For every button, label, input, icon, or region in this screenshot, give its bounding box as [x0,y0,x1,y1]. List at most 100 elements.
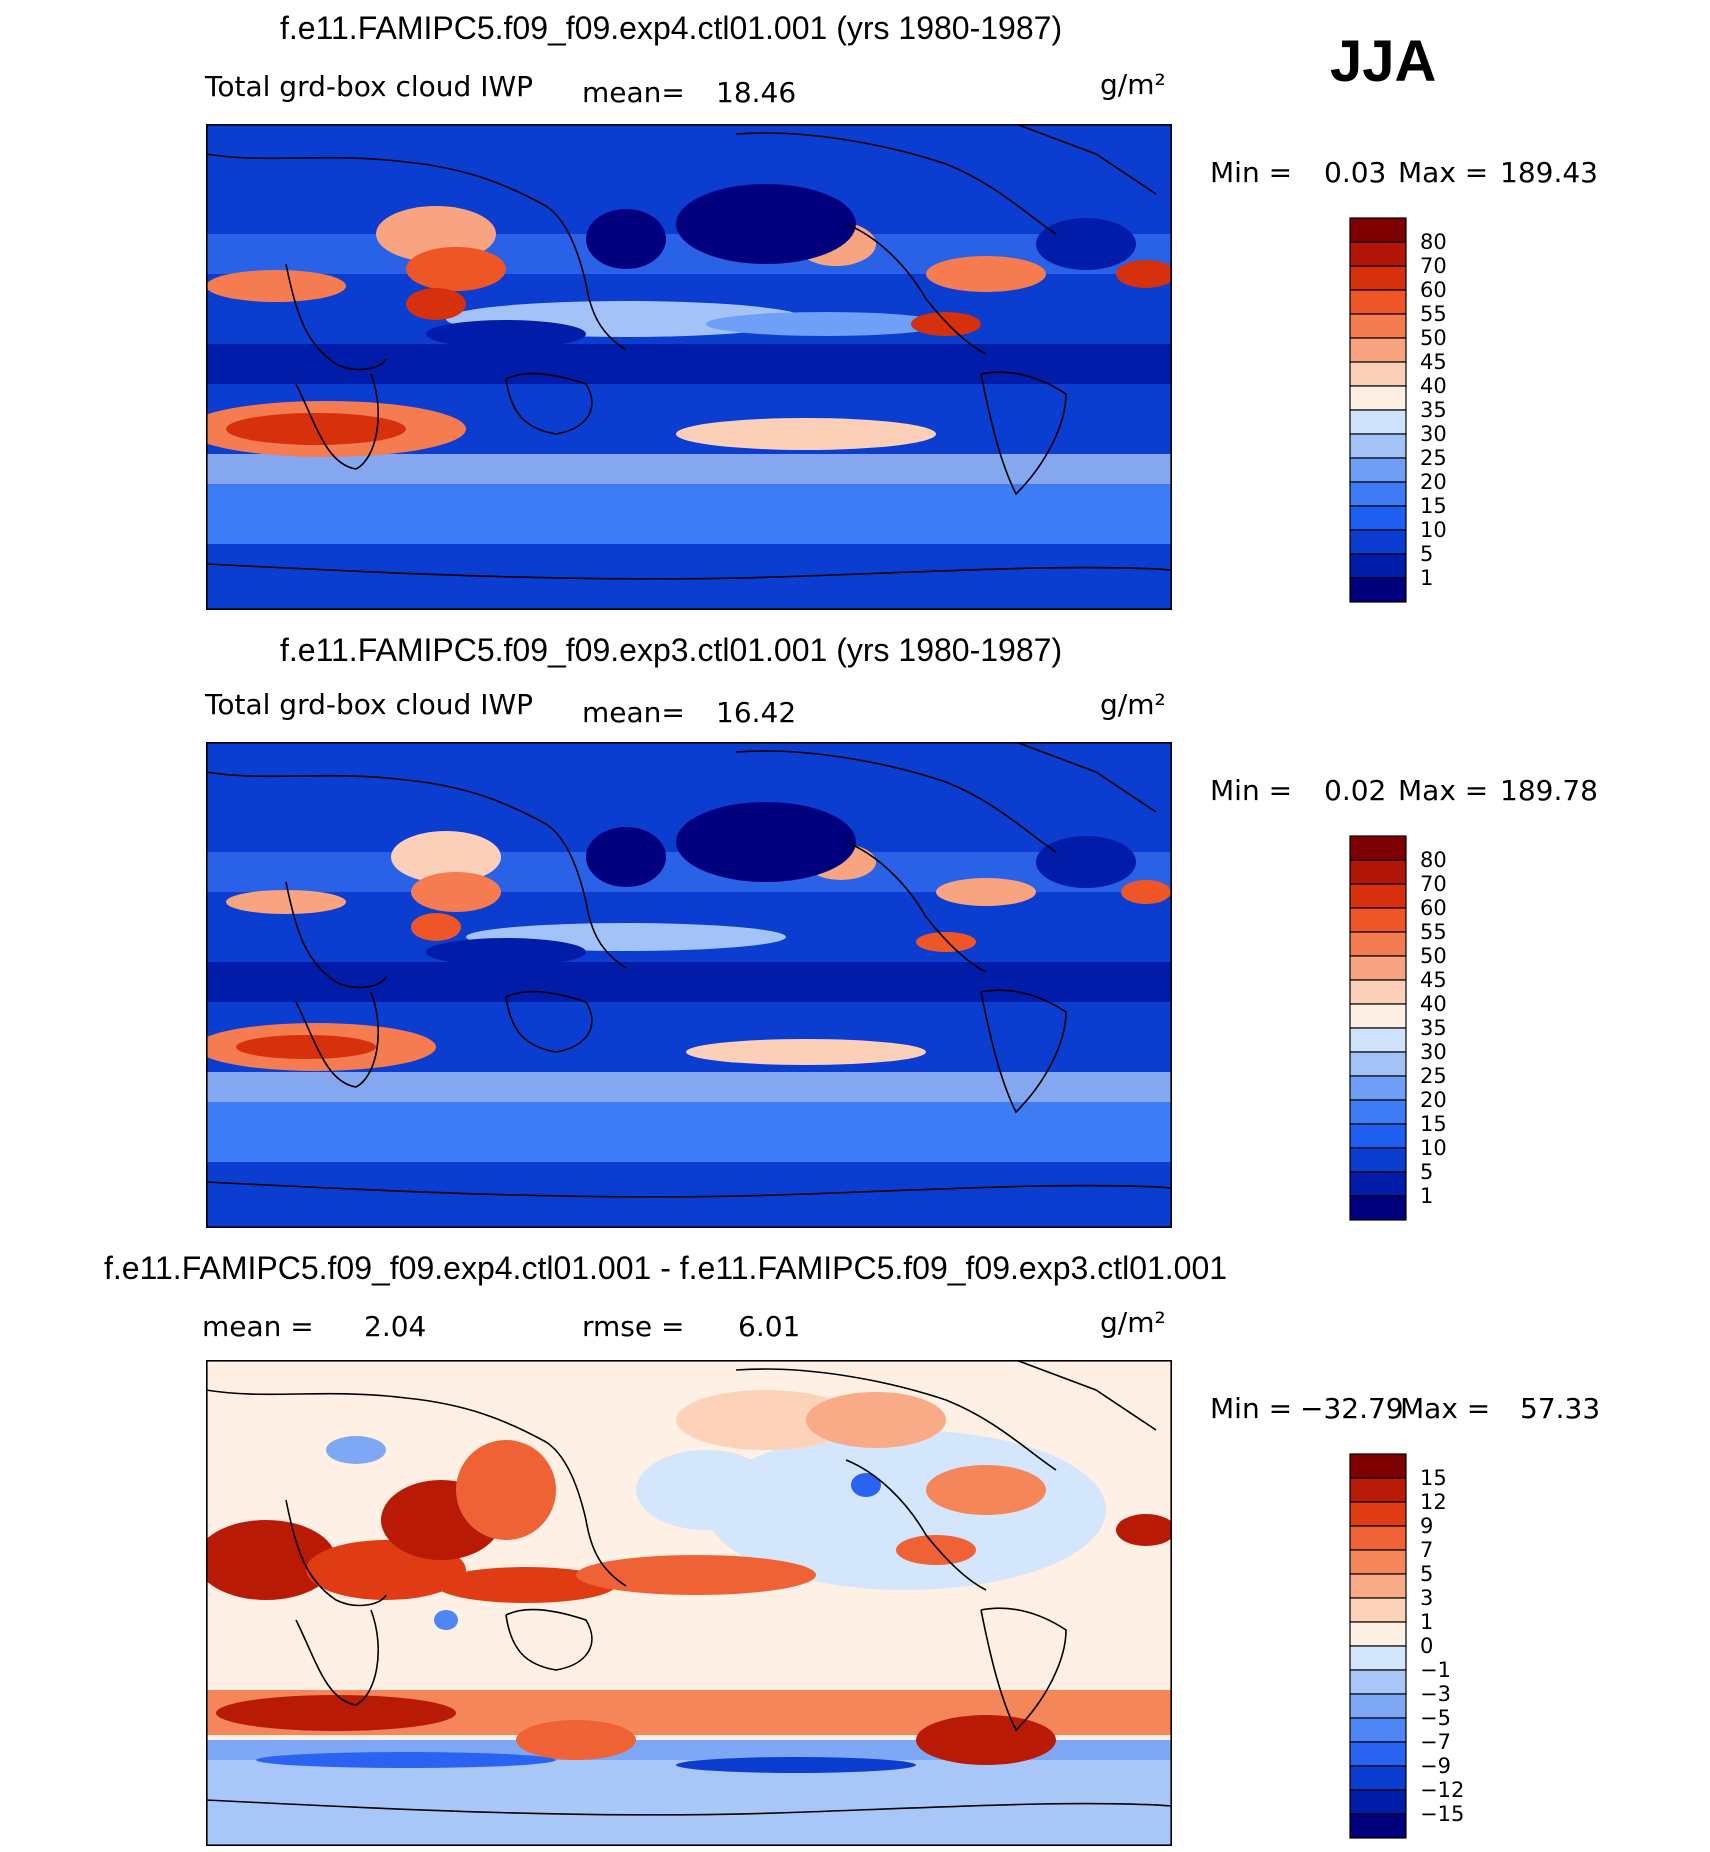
panel2-colorbar-box [1349,835,1407,861]
panel3-colorbar-box [1349,1549,1407,1575]
panel2-colorbar-box [1349,883,1407,909]
panel1-colorbar-box [1349,265,1407,291]
panel3-colorbar-label: 1 [1420,1610,1433,1634]
panel3-colorbar-box [1349,1669,1407,1695]
panel2-colorbar-box [1349,1099,1407,1125]
panel2-mean-label: mean= [582,696,685,729]
panel1-map-frame [206,124,1172,610]
panel1-colorbar-box [1349,505,1407,531]
panel3-colorbar-label: −9 [1420,1754,1451,1778]
panel3-colorbar-label: 15 [1420,1466,1447,1490]
panel3-mean-value: 2.04 [364,1310,427,1343]
panel3-min-value: −32.79 [1300,1392,1404,1425]
panel2-max-label: Max = [1398,774,1489,807]
panel1-colorbar-label: 40 [1420,374,1447,398]
panel3-colorbar-box [1349,1789,1407,1815]
panel3-coastlines [206,1360,1172,1816]
panel3-colorbar-box [1349,1597,1407,1623]
panel1-colorbar-label: 10 [1420,518,1447,542]
panel1-colorbar-label: 60 [1420,278,1447,302]
panel3-mean-label: mean = [202,1310,314,1343]
panel1-coastlines [206,124,1172,580]
panel1-map [206,124,1172,610]
panel3-colorbar-box [1349,1573,1407,1599]
panel1-colorbar-box [1349,385,1407,411]
panel1-colorbar-box [1349,361,1407,387]
panel3-min-label: Min = [1210,1392,1293,1425]
panel2-min-value: 0.02 [1324,774,1387,807]
panel3-colorbar-box [1349,1453,1407,1479]
panel2-colorbar-label: 70 [1420,872,1447,896]
panel1-colorbar-label: 30 [1420,422,1447,446]
panel3-colorbar-label: −3 [1420,1682,1451,1706]
panel1-mean-value: 18.46 [716,76,797,109]
panel2-colorbar-label: 20 [1420,1088,1447,1112]
panel1-colorbar-label: 5 [1420,542,1433,566]
panel1-max-label: Max = [1398,156,1489,189]
panel1-colorbar-box [1349,217,1407,243]
panel1-variable: Total grd-box cloud IWP [205,70,534,103]
panel1-colorbar-label: 20 [1420,470,1447,494]
panel1-colorbar-box [1349,337,1407,363]
panel1-colorbar-box [1349,481,1407,507]
panel2-mean-value: 16.42 [716,696,797,729]
panel1-colorbar-box [1349,577,1407,603]
panel1-colorbar-label: 15 [1420,494,1447,518]
panel3-map-frame [206,1360,1172,1846]
panel2-colorbar-label: 10 [1420,1136,1447,1160]
panel2-colorbar-box [1349,1051,1407,1077]
panel1-colorbar-label: 1 [1420,566,1433,590]
panel2-colorbar-label: 1 [1420,1184,1433,1208]
panel3-colorbar-box [1349,1621,1407,1647]
panel1-title: f.e11.FAMIPC5.f09_f09.exp4.ctl01.001 (yr… [280,10,1063,46]
panel1-units: g/m² [1100,68,1166,101]
panel1-colorbar-box [1349,553,1407,579]
panel1-colorbar-box [1349,313,1407,339]
panel2-colorbar-box [1349,931,1407,957]
panel2-colorbar-label: 30 [1420,1040,1447,1064]
panel2-colorbar-box [1349,1003,1407,1029]
panel3-field [206,1390,1172,1846]
panel2-colorbar-label: 45 [1420,968,1447,992]
panel1-colorbar-box [1349,409,1407,435]
panel3-max-value: 57.33 [1520,1392,1601,1425]
panel2-colorbar-box [1349,1075,1407,1101]
panel1-colorbar-box [1349,289,1407,315]
panel3-rmse-label: rmse = [582,1310,685,1343]
panel2-colorbar-label: 55 [1420,920,1447,944]
panel3-colorbar-label: 0 [1420,1634,1433,1658]
panel2-colorbar-label: 80 [1420,848,1447,872]
panel2-colorbar-box [1349,907,1407,933]
panel1-min-value: 0.03 [1324,156,1387,189]
panel2-colorbar-label: 5 [1420,1160,1433,1184]
panel2-colorbar-box [1349,1147,1407,1173]
panel2-units: g/m² [1100,688,1166,721]
panel1-colorbar-label: 70 [1420,254,1447,278]
panel3-units: g/m² [1100,1306,1166,1339]
panel1-mean-label: mean= [582,76,685,109]
panel2-map-frame [206,742,1172,1228]
panel3-title: f.e11.FAMIPC5.f09_f09.exp4.ctl01.001 - f… [104,1250,1228,1286]
panel2-colorbar-box [1349,1123,1407,1149]
panel2-colorbar-label: 35 [1420,1016,1447,1040]
panel3-colorbar-label: 5 [1420,1562,1433,1586]
panel2-min-label: Min = [1210,774,1293,807]
panel2-title: f.e11.FAMIPC5.f09_f09.exp3.ctl01.001 (yr… [280,632,1063,668]
panel3-colorbar-box [1349,1501,1407,1527]
panel3-colorbar-box [1349,1765,1407,1791]
panel1-colorbar-label: 45 [1420,350,1447,374]
panel3-rmse-value: 6.01 [738,1310,801,1343]
panel1-colorbar-label: 55 [1420,302,1447,326]
panel2-colorbar-box [1349,955,1407,981]
panel3-colorbar-label: 3 [1420,1586,1433,1610]
panel3-colorbar-box [1349,1477,1407,1503]
panel3-colorbar-label: −1 [1420,1658,1451,1682]
panel3-colorbar-box [1349,1717,1407,1743]
panel1-colorbar-label: 50 [1420,326,1447,350]
panel2-colorbar-label: 15 [1420,1112,1447,1136]
panel2-colorbar-label: 60 [1420,896,1447,920]
panel3-colorbar-label: 7 [1420,1538,1433,1562]
